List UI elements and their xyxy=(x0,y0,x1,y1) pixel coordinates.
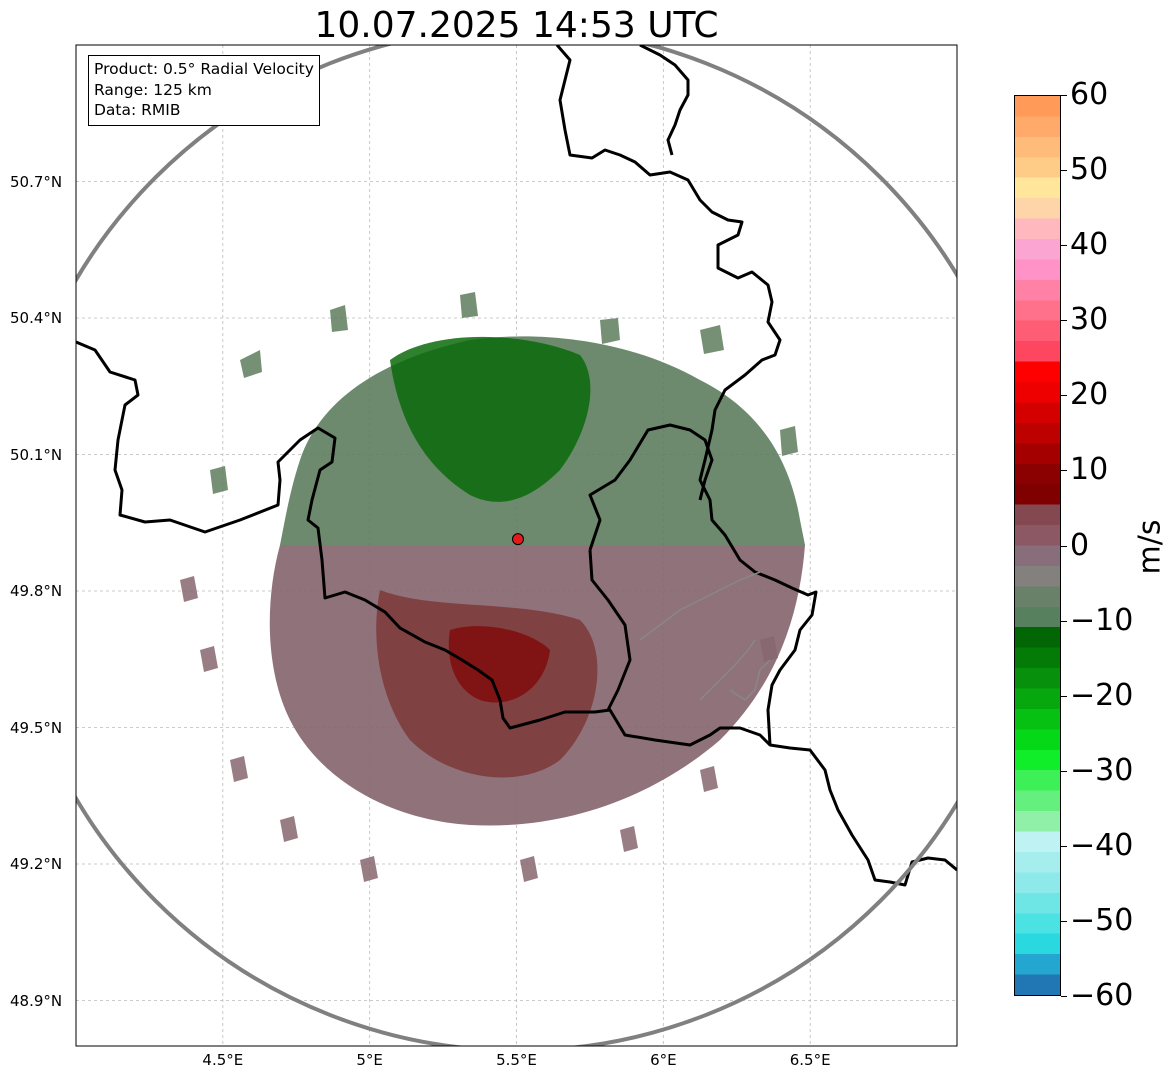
colorbar-tick-label: −40 xyxy=(1070,827,1134,863)
velocity-field xyxy=(180,292,805,882)
colorbar-tick xyxy=(1061,845,1067,847)
colorbar-tick xyxy=(1061,996,1067,997)
info-data-source: Data: RMIB xyxy=(94,101,181,119)
lon-label: 6°E xyxy=(650,1051,677,1069)
colorbar-tick xyxy=(1061,695,1067,697)
strong-inbound-core xyxy=(390,336,591,502)
colorbar-tick-label: 50 xyxy=(1070,152,1109,188)
border-belgium-france xyxy=(76,340,957,887)
info-range: Range: 125 km xyxy=(94,80,212,99)
colorbar-tick-label: −10 xyxy=(1070,602,1134,638)
info-product: Product: 0.5° Radial Velocity xyxy=(94,60,314,78)
colorbar-tick xyxy=(1061,245,1067,247)
lon-label: 5.5°E xyxy=(496,1051,537,1069)
lat-label: 48.9°N xyxy=(10,991,63,1010)
lon-label: 6.5°E xyxy=(789,1051,831,1069)
province-borders xyxy=(639,571,771,701)
lat-label: 49.5°N xyxy=(10,718,63,737)
lat-label: 49.2°N xyxy=(10,855,63,873)
colorbar-tick xyxy=(1061,920,1067,922)
colorbar-tick-label: 30 xyxy=(1070,302,1109,338)
colorbar-tick xyxy=(1061,545,1067,547)
colorbar-tick xyxy=(1061,620,1067,622)
border-luxembourg-south xyxy=(588,549,632,711)
colorbar-unit-label: m/s xyxy=(1132,519,1168,575)
colorbar-tick xyxy=(1061,395,1067,397)
colorbar xyxy=(1014,95,1061,996)
info-box: Product: 0.5° Radial Velocity Range: 125… xyxy=(88,55,320,126)
country-borders xyxy=(76,45,957,887)
colorbar-tick-label: −60 xyxy=(1070,978,1134,1013)
lat-label: 49.8°N xyxy=(10,582,63,600)
lat-label: 50.1°N xyxy=(10,445,63,464)
colorbar-tick-label: 40 xyxy=(1070,227,1109,263)
colorbar-tick xyxy=(1061,320,1067,322)
map-title: 10.07.2025 14:53 UTC xyxy=(314,5,719,46)
lat-label: 50.7°N xyxy=(10,172,63,191)
radar-site-marker xyxy=(511,533,524,546)
lon-label: 4.5°E xyxy=(202,1051,244,1069)
colorbar-tick-label: −30 xyxy=(1070,752,1134,788)
colorbar-tick xyxy=(1061,770,1067,772)
colorbar-tick xyxy=(1061,95,1067,96)
map-frame xyxy=(75,44,958,1047)
colorbar-tick-label: −50 xyxy=(1070,902,1134,938)
outbound-core xyxy=(448,626,550,703)
colorbar-tick-label: 10 xyxy=(1070,452,1109,488)
colorbar-tick-label: −20 xyxy=(1070,677,1134,713)
lon-label: 5°E xyxy=(356,1051,383,1069)
colorbar-tick xyxy=(1061,170,1067,172)
border-germany-northeast xyxy=(639,45,690,156)
lat-label: 50.4°N xyxy=(10,309,63,327)
colorbar-tick-label: 20 xyxy=(1070,377,1109,413)
border-belgium-germany xyxy=(555,45,818,746)
colorbar-tick-label: 0 xyxy=(1070,527,1090,563)
colorbar-tick-label: 60 xyxy=(1070,77,1109,112)
border-luxembourg xyxy=(588,423,714,551)
colorbar-tick xyxy=(1061,470,1067,472)
